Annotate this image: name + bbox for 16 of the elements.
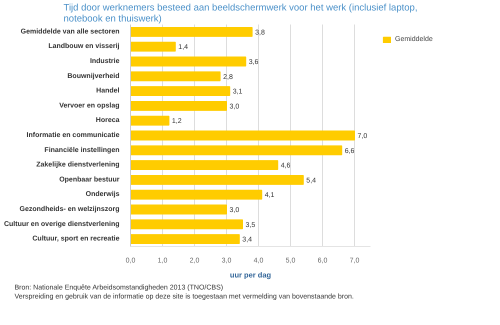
bar: [130, 145, 342, 156]
bar: [130, 190, 262, 200]
bar: [130, 56, 246, 66]
bar: [130, 174, 304, 185]
bar: [130, 130, 355, 140]
bar: [130, 204, 227, 214]
bar: [130, 26, 253, 37]
bar: [130, 219, 243, 230]
bar: [130, 234, 240, 244]
bar: [130, 116, 170, 126]
bar: [130, 71, 221, 82]
bar: [130, 42, 176, 52]
chart-title: Tijd door werknemers besteed aan beeldschermwerk voor het werk (inclusief laptop, notebook en thuiswerk): [64, 2, 418, 24]
bar: [130, 160, 278, 170]
bar: [130, 100, 227, 111]
bar: [130, 86, 230, 96]
